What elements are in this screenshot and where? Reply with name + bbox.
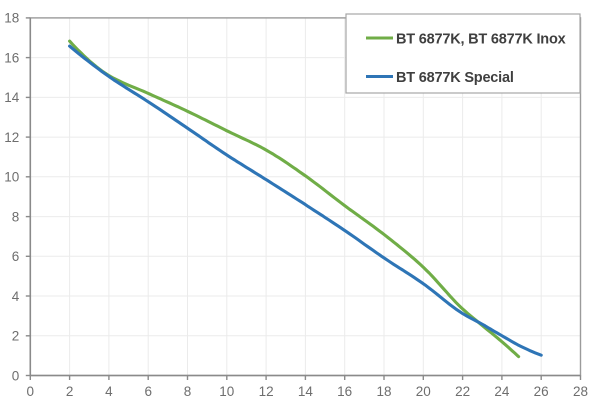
svg-text:BT 6877K, BT 6877K Inox: BT 6877K, BT 6877K Inox bbox=[396, 32, 566, 48]
svg-text:26: 26 bbox=[534, 384, 549, 399]
svg-text:12: 12 bbox=[4, 130, 19, 145]
svg-text:14: 14 bbox=[298, 384, 314, 399]
svg-text:18: 18 bbox=[4, 11, 19, 26]
svg-text:20: 20 bbox=[416, 384, 431, 399]
svg-text:16: 16 bbox=[4, 50, 19, 65]
svg-text:8: 8 bbox=[12, 209, 20, 224]
svg-text:2: 2 bbox=[66, 384, 74, 399]
svg-text:2: 2 bbox=[12, 329, 20, 344]
svg-text:4: 4 bbox=[105, 384, 113, 399]
svg-text:4: 4 bbox=[12, 289, 20, 304]
svg-text:14: 14 bbox=[4, 90, 20, 105]
svg-text:0: 0 bbox=[12, 368, 20, 383]
svg-text:10: 10 bbox=[4, 170, 19, 185]
svg-text:28: 28 bbox=[573, 384, 588, 399]
svg-text:10: 10 bbox=[219, 384, 234, 399]
svg-text:16: 16 bbox=[337, 384, 352, 399]
svg-text:18: 18 bbox=[376, 384, 391, 399]
svg-text:BT 6877K Special: BT 6877K Special bbox=[396, 70, 514, 86]
svg-text:0: 0 bbox=[27, 384, 35, 399]
svg-text:24: 24 bbox=[494, 384, 510, 399]
svg-text:6: 6 bbox=[12, 249, 20, 264]
svg-text:6: 6 bbox=[144, 384, 152, 399]
svg-text:22: 22 bbox=[455, 384, 470, 399]
svg-text:12: 12 bbox=[259, 384, 274, 399]
svg-text:8: 8 bbox=[184, 384, 192, 399]
